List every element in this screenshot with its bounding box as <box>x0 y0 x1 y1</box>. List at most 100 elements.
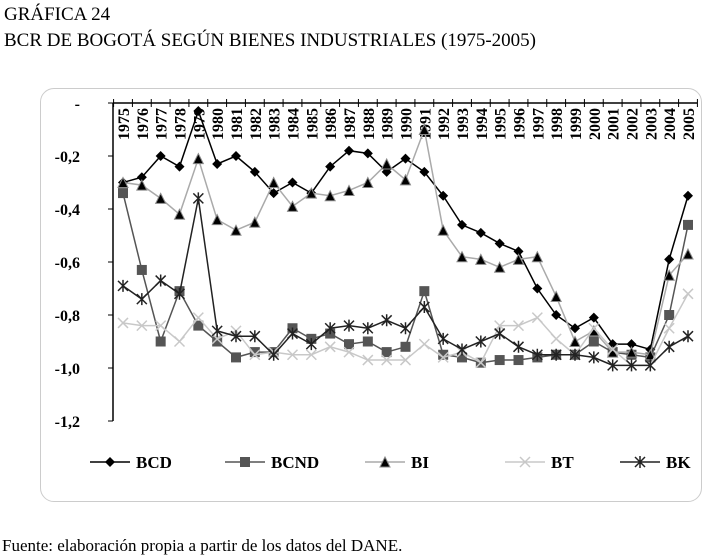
point-bcnd <box>249 347 260 358</box>
point-bcd <box>249 166 260 177</box>
point-bcd <box>136 172 147 183</box>
x-tick-label: 2001 <box>606 108 623 140</box>
point-bi <box>305 186 318 199</box>
point-bt <box>663 322 675 334</box>
point-bi <box>267 176 280 188</box>
legend-marker-bi <box>379 455 391 468</box>
point-bk <box>607 359 619 372</box>
x-tick-label: 2003 <box>643 108 660 140</box>
point-bcd <box>193 105 204 116</box>
point-bcd <box>344 145 354 156</box>
point-bt <box>437 351 449 363</box>
point-bt <box>117 317 129 329</box>
point-bk <box>192 192 204 205</box>
y-tick-label: - <box>75 96 80 113</box>
point-bi <box>154 192 167 204</box>
chart-title: BCR DE BOGOTÁ SEGÚN BIENES INDUSTRIALES … <box>4 30 536 51</box>
point-bt <box>682 288 694 300</box>
point-bt <box>381 354 393 366</box>
point-bcd <box>457 219 467 230</box>
x-tick-label: 1981 <box>229 108 246 140</box>
point-bi <box>512 253 525 265</box>
point-bk <box>682 330 694 343</box>
point-bt <box>607 343 619 355</box>
point-bcnd <box>136 264 147 275</box>
point-bcnd <box>457 352 467 363</box>
legend-marker-bcnd <box>240 457 250 467</box>
point-bk <box>343 319 355 332</box>
point-bk <box>324 322 336 335</box>
series-line-bcd <box>122 108 689 351</box>
point-bcd <box>362 148 373 159</box>
point-bcd <box>231 151 241 161</box>
x-tick-label: 1993 <box>455 108 472 140</box>
point-bi <box>569 335 581 347</box>
point-bcnd <box>193 320 204 331</box>
point-bk <box>399 322 412 335</box>
point-bcd <box>400 153 411 164</box>
point-bcd <box>325 161 336 172</box>
point-bk <box>230 330 242 343</box>
legend-label-bt: BT <box>551 453 574 472</box>
figure-label: GRÁFICA 24 <box>4 4 111 25</box>
x-tick-label: 1979 <box>191 108 208 140</box>
point-bcd <box>155 151 166 161</box>
point-bi <box>286 200 299 212</box>
point-bt <box>531 312 543 324</box>
point-bcd <box>570 323 580 334</box>
x-tick-label: 1976 <box>135 108 152 140</box>
x-tick-label: 1990 <box>399 108 416 140</box>
point-bk <box>531 348 543 361</box>
x-tick-label: 1994 <box>474 108 491 140</box>
point-bcd <box>551 310 562 320</box>
point-bt <box>173 335 186 348</box>
point-bcnd <box>419 286 430 297</box>
point-bk <box>418 301 430 314</box>
x-tick-label: 1998 <box>549 108 566 140</box>
legend-marker-bk <box>634 456 646 468</box>
point-bk <box>136 293 148 306</box>
x-tick-label: 1995 <box>493 108 510 140</box>
point-bi <box>117 176 129 188</box>
x-tick-label: 1999 <box>568 108 585 140</box>
point-bk <box>268 348 280 361</box>
point-bcnd <box>494 355 505 366</box>
y-tick-label: -0,8 <box>55 308 80 325</box>
x-tick-label: 1980 <box>210 108 227 140</box>
point-bcd <box>513 246 524 257</box>
point-bcd <box>212 158 223 169</box>
point-bt <box>249 349 261 361</box>
legend-marker-bt <box>519 456 531 468</box>
point-bcnd <box>381 347 392 358</box>
point-bcnd <box>438 349 449 360</box>
series-line-bk <box>122 198 689 367</box>
point-bi <box>211 213 223 226</box>
point-bk <box>456 343 468 356</box>
x-tick-label: 1997 <box>530 108 547 140</box>
point-bcd <box>174 161 185 172</box>
point-bcnd <box>513 355 524 366</box>
point-bcd <box>664 254 675 265</box>
point-bk <box>155 274 167 287</box>
point-bcnd <box>362 336 373 347</box>
point-bi <box>531 250 544 263</box>
point-bt <box>399 354 412 366</box>
point-bcd <box>419 166 430 177</box>
point-bt <box>588 322 600 334</box>
point-bi <box>249 216 261 228</box>
point-bt <box>418 338 430 350</box>
legend-label-bk: BK <box>666 453 691 472</box>
point-bk <box>644 359 656 372</box>
point-bi <box>173 208 186 220</box>
point-bi <box>493 261 506 273</box>
point-bt <box>512 320 525 332</box>
point-bt <box>192 312 204 324</box>
y-tick-label: -0,2 <box>55 149 80 166</box>
point-bk <box>550 348 562 361</box>
point-bcd <box>438 190 449 201</box>
chart-frame <box>40 88 702 502</box>
point-bt <box>494 320 506 332</box>
point-bt <box>475 357 487 369</box>
legend-label-bcd: BCD <box>136 453 172 472</box>
